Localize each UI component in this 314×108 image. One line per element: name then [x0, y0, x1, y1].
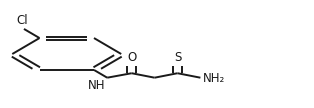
- Text: NH: NH: [88, 79, 106, 92]
- Text: O: O: [127, 51, 136, 64]
- Text: S: S: [174, 51, 181, 64]
- Text: NH₂: NH₂: [203, 72, 225, 85]
- Text: Cl: Cl: [17, 14, 28, 27]
